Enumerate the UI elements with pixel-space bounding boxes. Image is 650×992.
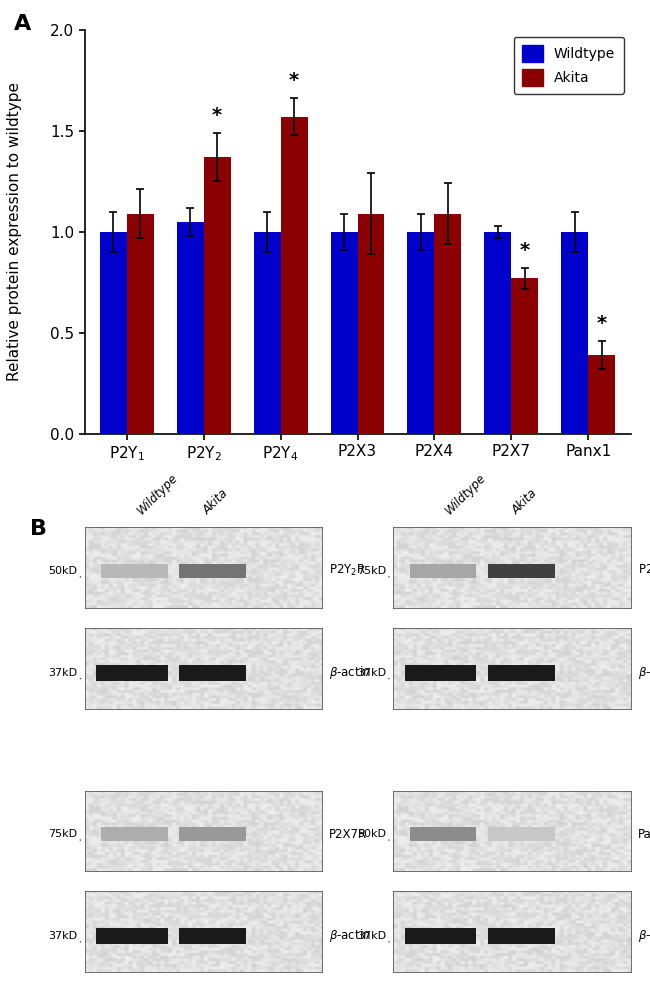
- Bar: [179, 827, 246, 841]
- Text: $\beta$-actin: $\beta$-actin: [329, 928, 370, 944]
- Bar: [488, 665, 554, 681]
- Bar: [331, 232, 358, 434]
- Text: P2Y$_2$R: P2Y$_2$R: [329, 563, 366, 578]
- Text: A: A: [14, 14, 31, 34]
- Text: Wildtype: Wildtype: [135, 471, 180, 518]
- Bar: [100, 232, 127, 434]
- Bar: [358, 213, 384, 434]
- Text: Akita: Akita: [201, 487, 231, 518]
- Text: 37kD: 37kD: [48, 668, 77, 678]
- Bar: [101, 563, 168, 578]
- Text: 75kD: 75kD: [357, 565, 386, 575]
- Bar: [408, 232, 434, 434]
- Y-axis label: Relative protein expression to wildtype: Relative protein expression to wildtype: [6, 82, 21, 381]
- Text: $\beta$-actin: $\beta$-actin: [329, 665, 370, 682]
- Text: 50kD: 50kD: [48, 565, 77, 575]
- Bar: [405, 928, 476, 944]
- Text: $\beta$-actin: $\beta$-actin: [638, 665, 650, 682]
- Bar: [488, 827, 554, 841]
- Bar: [434, 213, 462, 434]
- Text: B: B: [30, 519, 47, 539]
- Text: *: *: [212, 106, 222, 125]
- Bar: [488, 563, 554, 578]
- Bar: [562, 232, 588, 434]
- Text: 50kD: 50kD: [357, 829, 386, 839]
- Bar: [179, 665, 246, 681]
- Text: 37kD: 37kD: [48, 930, 77, 940]
- Bar: [484, 232, 512, 434]
- Text: Akita: Akita: [510, 487, 540, 518]
- Text: Panx1: Panx1: [638, 827, 650, 840]
- Bar: [512, 279, 538, 434]
- Bar: [96, 928, 168, 944]
- Bar: [588, 355, 615, 434]
- Bar: [254, 232, 281, 434]
- Bar: [405, 665, 476, 681]
- Text: P2X7R: P2X7R: [329, 827, 367, 840]
- Bar: [410, 827, 476, 841]
- Bar: [127, 213, 153, 434]
- Text: 37kD: 37kD: [357, 930, 386, 940]
- Text: Wildtype: Wildtype: [443, 471, 489, 518]
- Text: *: *: [520, 241, 530, 260]
- Text: 75kD: 75kD: [48, 829, 77, 839]
- Text: 37kD: 37kD: [357, 668, 386, 678]
- Bar: [179, 928, 246, 944]
- Bar: [96, 665, 168, 681]
- Text: $\beta$-actin: $\beta$-actin: [638, 928, 650, 944]
- Bar: [203, 157, 231, 434]
- Bar: [281, 117, 307, 434]
- Bar: [179, 563, 246, 578]
- Text: P2Y$_4$R: P2Y$_4$R: [638, 563, 650, 578]
- Text: *: *: [597, 314, 606, 333]
- Bar: [410, 563, 476, 578]
- Bar: [488, 928, 554, 944]
- Bar: [177, 222, 203, 434]
- Text: *: *: [289, 71, 299, 90]
- Bar: [101, 827, 168, 841]
- Legend: Wildtype, Akita: Wildtype, Akita: [514, 37, 623, 94]
